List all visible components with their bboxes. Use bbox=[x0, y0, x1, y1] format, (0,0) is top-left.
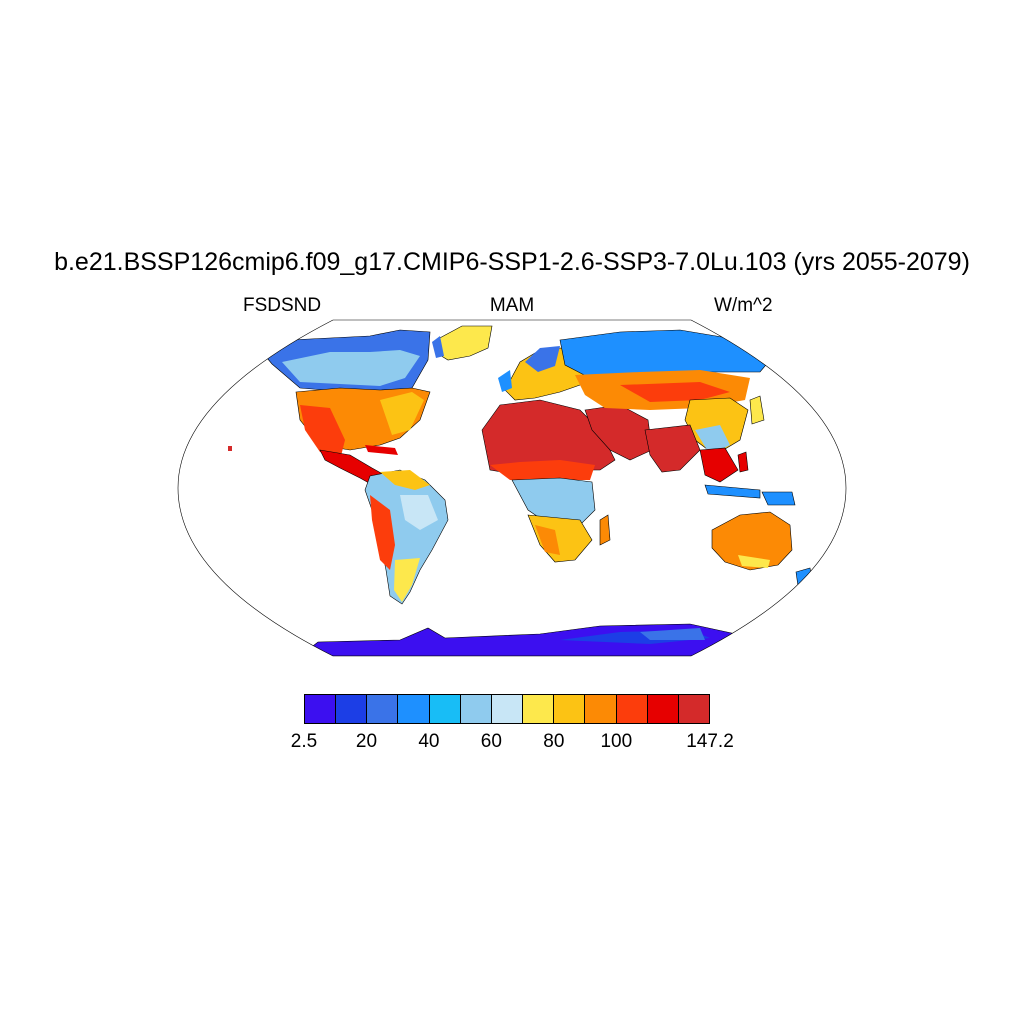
greenland-coast bbox=[432, 336, 444, 358]
southeast-asia bbox=[699, 447, 739, 483]
south-america-west bbox=[370, 495, 395, 570]
colorbar-tick-label: 100 bbox=[600, 731, 633, 752]
colorbar-tick-label: 60 bbox=[480, 731, 502, 752]
colorbar-tick-label: 20 bbox=[355, 731, 378, 752]
siberia bbox=[559, 329, 771, 379]
south-america-south bbox=[394, 558, 420, 602]
colorbar-tick-label: 147.2 bbox=[686, 731, 734, 752]
colorbar-tick-label: 80 bbox=[543, 731, 565, 752]
units-label: W/m^2 bbox=[714, 295, 773, 316]
philippines bbox=[737, 451, 749, 473]
africa-southwest bbox=[535, 525, 560, 555]
africa-central bbox=[511, 477, 596, 526]
colorbar-cell bbox=[305, 695, 337, 723]
scandinavia bbox=[525, 346, 560, 372]
africa-sahel bbox=[490, 460, 595, 480]
new-zealand bbox=[795, 567, 813, 587]
china-south bbox=[695, 425, 730, 455]
colorbar-cell bbox=[398, 695, 430, 723]
colorbar-cell bbox=[336, 695, 368, 723]
globe-outline bbox=[177, 319, 847, 657]
colorbar-tick-label: 2.5 bbox=[290, 731, 318, 752]
north-america-mid-north bbox=[282, 350, 420, 386]
india bbox=[644, 424, 701, 473]
hawaii-island bbox=[228, 446, 232, 451]
variable-label: FSDSND bbox=[243, 295, 322, 316]
season-label: MAM bbox=[489, 295, 535, 316]
colorbar-cell bbox=[554, 695, 586, 723]
new-guinea bbox=[761, 491, 796, 506]
indonesia bbox=[704, 484, 761, 499]
north-america-southwest bbox=[300, 405, 345, 460]
colorbar-cell bbox=[616, 695, 648, 723]
colorbar-cell bbox=[429, 695, 461, 723]
antarctica-east bbox=[640, 628, 705, 640]
british-isles bbox=[498, 370, 512, 392]
madagascar bbox=[599, 514, 611, 546]
caribbean bbox=[365, 445, 398, 455]
colorbar-tick-label: 40 bbox=[418, 731, 440, 752]
colorbar-cell bbox=[585, 695, 617, 723]
south-america-north bbox=[380, 470, 430, 490]
colorbar bbox=[304, 694, 710, 724]
colorbar-cell bbox=[678, 695, 710, 723]
colorbar-cell bbox=[460, 695, 492, 723]
colorbar-cell bbox=[367, 695, 399, 723]
south-america-center bbox=[400, 495, 438, 530]
central-asia-hot bbox=[620, 382, 730, 402]
australia-coast bbox=[738, 555, 770, 568]
colorbar-cell bbox=[491, 695, 524, 723]
plot-title: b.e21.BSSP126cmip6.f09_g17.CMIP6-SSP1-2.… bbox=[54, 248, 970, 276]
colorbar-cell bbox=[523, 695, 555, 723]
australia bbox=[711, 511, 793, 571]
north-america-east bbox=[380, 392, 424, 435]
colorbar-cell bbox=[647, 695, 679, 723]
africa-south bbox=[527, 514, 593, 563]
greenland bbox=[435, 325, 493, 361]
japan bbox=[749, 395, 765, 425]
